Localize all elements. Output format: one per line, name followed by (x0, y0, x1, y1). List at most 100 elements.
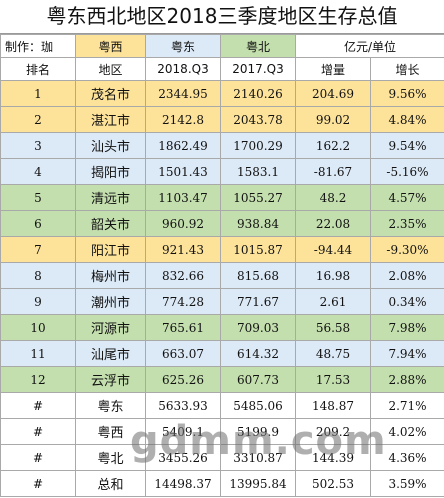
summary-row: # 粤西 5409.1 5199.9 209.2 4.02% (0, 418, 444, 445)
rank-cell: 12 (0, 366, 76, 393)
growth-cell: 2.71% (369, 392, 444, 419)
value-2018q3-cell: 1103.47 (145, 184, 221, 211)
growth-cell: 2.35% (369, 210, 444, 237)
rank-cell: 7 (0, 236, 76, 263)
rank-cell: # (0, 470, 76, 497)
region-cell: 汕尾市 (75, 340, 146, 367)
region-cell: 汕头市 (75, 132, 146, 159)
legend-east: 粤东 (145, 34, 221, 58)
value-2018q3-cell: 663.07 (145, 340, 221, 367)
increase-cell: 56.58 (295, 314, 371, 341)
gdp-table: 制作：珈 粤西 粤东 粤北 亿元/单位 排名 地区 2018.Q3 2017.Q… (0, 34, 444, 497)
legend-row: 制作：珈 粤西 粤东 粤北 亿元/单位 (0, 34, 444, 58)
growth-cell: -9.30% (369, 236, 444, 263)
table-row: 11 汕尾市 663.07 614.32 48.75 7.94% (0, 340, 444, 367)
value-2018q3-cell: 14498.37 (145, 470, 221, 497)
rank-cell: 11 (0, 340, 76, 367)
region-cell: 粤西 (75, 418, 146, 445)
rank-cell: 10 (0, 314, 76, 341)
region-cell: 粤北 (75, 444, 146, 471)
table-row: 4 揭阳市 1501.43 1583.1 -81.67 -5.16% (0, 158, 444, 185)
rank-cell: # (0, 392, 76, 419)
region-cell: 湛江市 (75, 106, 146, 133)
unit-label: 亿元/单位 (294, 34, 444, 58)
region-cell: 云浮市 (75, 366, 146, 393)
table-row: 2 湛江市 2142.8 2043.78 99.02 4.84% (0, 106, 444, 133)
table-row: 9 潮州市 774.28 771.67 2.61 0.34% (0, 288, 444, 315)
header-rank: 排名 (0, 57, 76, 81)
value-2017q3-cell: 1583.1 (220, 158, 296, 185)
legend-north: 粤北 (220, 34, 296, 58)
value-2018q3-cell: 5633.93 (145, 392, 221, 419)
growth-cell: 4.84% (369, 106, 444, 133)
growth-cell: 2.88% (369, 366, 444, 393)
value-2018q3-cell: 832.66 (145, 262, 221, 289)
header-region: 地区 (75, 57, 146, 81)
table-row: 7 阳江市 921.43 1015.87 -94.44 -9.30% (0, 236, 444, 263)
rank-cell: 1 (0, 80, 76, 107)
rank-cell: 9 (0, 288, 76, 315)
summary-row: # 粤北 3455.26 3310.87 144.39 4.36% (0, 444, 444, 471)
value-2018q3-cell: 2344.95 (145, 80, 221, 107)
header-increase: 增量 (295, 57, 371, 81)
rank-cell: 5 (0, 184, 76, 211)
value-2018q3-cell: 1501.43 (145, 158, 221, 185)
increase-cell: 162.2 (295, 132, 371, 159)
increase-cell: 148.87 (295, 392, 371, 419)
value-2017q3-cell: 771.67 (220, 288, 296, 315)
value-2017q3-cell: 1700.29 (220, 132, 296, 159)
header-2018q3: 2018.Q3 (145, 57, 221, 81)
growth-cell: 4.36% (369, 444, 444, 471)
increase-cell: -94.44 (295, 236, 371, 263)
growth-cell: 2.08% (369, 262, 444, 289)
growth-cell: 4.02% (369, 418, 444, 445)
table-row: 10 河源市 765.61 709.03 56.58 7.98% (0, 314, 444, 341)
region-cell: 粤东 (75, 392, 146, 419)
table-row: 8 梅州市 832.66 815.68 16.98 2.08% (0, 262, 444, 289)
table-row: 12 云浮市 625.26 607.73 17.53 2.88% (0, 366, 444, 393)
growth-cell: 4.57% (369, 184, 444, 211)
value-2018q3-cell: 625.26 (145, 366, 221, 393)
value-2017q3-cell: 815.68 (220, 262, 296, 289)
increase-cell: 204.69 (295, 80, 371, 107)
value-2017q3-cell: 709.03 (220, 314, 296, 341)
value-2017q3-cell: 2043.78 (220, 106, 296, 133)
value-2018q3-cell: 2142.8 (145, 106, 221, 133)
region-cell: 河源市 (75, 314, 146, 341)
summary-row: # 粤东 5633.93 5485.06 148.87 2.71% (0, 392, 444, 419)
increase-cell: -81.67 (295, 158, 371, 185)
increase-cell: 17.53 (295, 366, 371, 393)
increase-cell: 502.53 (295, 470, 371, 497)
table-row: 5 清远市 1103.47 1055.27 48.2 4.57% (0, 184, 444, 211)
rank-cell: # (0, 418, 76, 445)
value-2017q3-cell: 13995.84 (220, 470, 296, 497)
rank-cell: 4 (0, 158, 76, 185)
growth-cell: -5.16% (369, 158, 444, 185)
region-cell: 清远市 (75, 184, 146, 211)
growth-cell: 0.34% (369, 288, 444, 315)
growth-cell: 9.56% (369, 80, 444, 107)
increase-cell: 48.75 (295, 340, 371, 367)
region-cell: 韶关市 (75, 210, 146, 237)
table-row: 1 茂名市 2344.95 2140.26 204.69 9.56% (0, 80, 444, 107)
increase-cell: 48.2 (295, 184, 371, 211)
header-row: 排名 地区 2018.Q3 2017.Q3 增量 增长 (0, 57, 444, 81)
table-row: 3 汕头市 1862.49 1700.29 162.2 9.54% (0, 132, 444, 159)
growth-cell: 9.54% (369, 132, 444, 159)
increase-cell: 22.08 (295, 210, 371, 237)
value-2017q3-cell: 3310.87 (220, 444, 296, 471)
region-cell: 茂名市 (75, 80, 146, 107)
growth-cell: 7.98% (369, 314, 444, 341)
value-2018q3-cell: 921.43 (145, 236, 221, 263)
value-2017q3-cell: 5199.9 (220, 418, 296, 445)
value-2017q3-cell: 607.73 (220, 366, 296, 393)
growth-cell: 3.59% (369, 470, 444, 497)
rank-cell: # (0, 444, 76, 471)
page-title: 粤东西北地区2018三季度地区生存总值 (0, 0, 444, 34)
value-2018q3-cell: 3455.26 (145, 444, 221, 471)
region-cell: 总和 (75, 470, 146, 497)
value-2018q3-cell: 774.28 (145, 288, 221, 315)
growth-cell: 7.94% (369, 340, 444, 367)
increase-cell: 144.39 (295, 444, 371, 471)
